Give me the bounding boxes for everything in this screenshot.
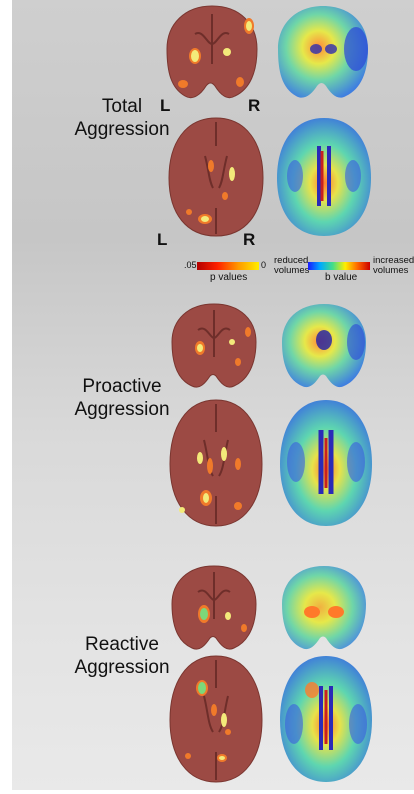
b-legend-high-line1: increased (373, 255, 414, 266)
coronal-b-map-reactive (282, 566, 366, 650)
row-title-proactive-line1: Proactive (82, 376, 162, 397)
right-label-top: R (248, 96, 261, 115)
brain-figure: Total Aggression L R (12, 0, 414, 790)
row-title-reactive-line1: Reactive (85, 634, 159, 655)
axial-p-map-reactive (169, 655, 263, 783)
row-title-total-line2: Aggression (74, 119, 170, 140)
coronal-p-map-reactive (171, 565, 257, 650)
coronal-p-map-proactive (171, 303, 257, 388)
axial-p-map-proactive (169, 399, 263, 527)
row-title-total-line1: Total (101, 96, 143, 117)
row-title-reactive-line2: Aggression (74, 657, 170, 678)
left-label-top: L (160, 96, 171, 115)
b-value-colorbar (308, 262, 370, 270)
row-title-proactive: Proactive Aggression (62, 375, 182, 421)
b-legend-low-line1: reduced (274, 255, 309, 266)
axial-b-map-total (277, 118, 371, 236)
axial-b-map-proactive (280, 400, 372, 526)
axial-b-map-reactive (280, 656, 372, 782)
p-legend-title: p values (210, 272, 248, 283)
row-title-reactive: Reactive Aggression (62, 633, 182, 679)
coronal-b-map-proactive (282, 304, 366, 388)
b-legend-title: b value (325, 272, 358, 283)
p-legend-max: 0 (261, 260, 267, 270)
b-legend-low: reduced volumes (274, 256, 309, 276)
p-legend-min: .05 (184, 260, 197, 270)
b-legend-low-line2: volumes (274, 265, 310, 276)
coronal-p-map-total (166, 5, 258, 99)
axial-p-map-total (168, 117, 264, 237)
row-title-total: Total Aggression (62, 95, 182, 141)
b-legend-high: increased volumes (373, 256, 414, 276)
p-value-colorbar (197, 262, 259, 270)
coronal-b-map-total (278, 6, 368, 98)
row-title-proactive-line2: Aggression (74, 399, 170, 420)
b-legend-high-line2: volumes (373, 265, 409, 276)
left-label-bottom: L (157, 230, 168, 249)
right-label-bottom: R (243, 230, 256, 249)
